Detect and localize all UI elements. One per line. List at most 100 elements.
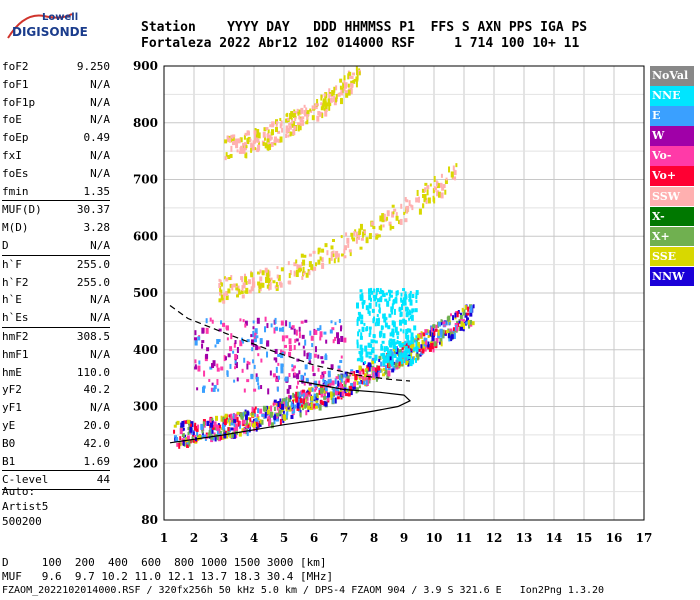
echo-point — [333, 101, 337, 106]
echo-point — [309, 108, 312, 112]
echo-point — [251, 277, 255, 284]
echo-point — [331, 90, 334, 97]
echo-point — [368, 288, 372, 294]
x-tick-label: 14 — [546, 531, 563, 545]
echo-point — [343, 77, 346, 84]
echo-point — [313, 353, 317, 358]
echo-point — [284, 377, 288, 381]
echo-point — [321, 103, 325, 109]
echo-point — [311, 105, 315, 110]
echo-point — [330, 380, 334, 385]
echo-point — [410, 332, 414, 339]
echo-point — [205, 327, 209, 334]
echo-point — [243, 357, 246, 363]
y-tick-label-bottom: 80 — [141, 513, 158, 527]
echo-point — [409, 361, 413, 367]
echo-point — [224, 276, 227, 280]
echo-point — [364, 368, 368, 373]
echo-point — [236, 417, 239, 423]
echo-point — [201, 343, 204, 349]
y-tick-label: 800 — [133, 116, 158, 130]
param-divider — [2, 254, 110, 256]
echo-point — [304, 319, 308, 323]
echo-point — [461, 307, 464, 312]
echo-point — [414, 308, 418, 313]
echo-point — [312, 250, 316, 254]
echo-point — [197, 365, 201, 372]
echo-point — [250, 339, 254, 346]
echo-point — [255, 345, 259, 351]
echo-point — [189, 426, 193, 433]
echo-point — [323, 331, 327, 335]
echo-point — [378, 303, 381, 308]
echo-point — [275, 413, 279, 417]
echo-point — [377, 372, 380, 379]
echo-point — [358, 329, 361, 333]
echo-point — [349, 88, 353, 95]
echo-point — [273, 399, 277, 403]
echo-point — [360, 347, 364, 352]
param-value: N/A — [90, 148, 110, 162]
echo-point — [418, 208, 422, 215]
echo-point — [398, 358, 402, 362]
echo-point — [256, 415, 260, 420]
echo-point — [194, 366, 198, 370]
echo-point — [224, 413, 228, 418]
echo-point — [274, 326, 278, 331]
echo-point — [388, 344, 392, 348]
echo-point — [364, 383, 367, 387]
echo-point — [467, 319, 470, 325]
echo-point — [408, 349, 411, 355]
echo-point — [217, 339, 221, 343]
echo-point — [396, 335, 399, 339]
echo-point — [403, 342, 406, 346]
echo-point — [223, 419, 227, 426]
echo-point — [403, 211, 406, 215]
param-row: B1 1.69 — [2, 453, 110, 471]
echo-point — [316, 327, 320, 331]
echo-point — [337, 365, 341, 369]
echo-point — [349, 390, 353, 396]
echo-point — [314, 103, 318, 107]
echo-point — [431, 335, 435, 341]
echo-point — [385, 358, 389, 363]
x-tick-label: 16 — [606, 531, 623, 545]
echo-point — [392, 348, 395, 352]
echo-point — [416, 353, 420, 360]
echo-point — [290, 111, 294, 118]
echo-point — [210, 387, 214, 392]
echo-point — [257, 353, 260, 357]
echo-point — [403, 353, 407, 357]
echo-point — [244, 414, 248, 421]
echo-point — [235, 142, 239, 149]
echo-point — [398, 354, 402, 360]
echo-point — [389, 338, 393, 342]
echo-point — [282, 351, 286, 355]
echo-point — [303, 381, 306, 386]
echo-point — [426, 189, 429, 196]
echo-point — [380, 325, 383, 331]
echo-point — [176, 420, 180, 425]
echo-point — [234, 415, 237, 420]
echo-point — [344, 90, 348, 94]
param-label: h`Es — [2, 311, 29, 325]
echo-point — [245, 145, 248, 149]
echo-point — [332, 339, 335, 344]
echo-point — [302, 259, 306, 266]
param-label: MUF(D) — [2, 203, 42, 217]
x-tick-label: 11 — [456, 531, 473, 545]
echo-point — [338, 391, 341, 395]
echo-point — [433, 175, 436, 182]
echo-point — [226, 135, 229, 142]
echo-point — [334, 397, 337, 404]
echo-point — [347, 391, 351, 397]
echo-point — [275, 123, 278, 127]
echo-point — [424, 182, 428, 186]
echo-point — [352, 386, 355, 390]
echo-point — [246, 339, 250, 343]
echo-point — [322, 98, 325, 104]
param-value: N/A — [90, 166, 110, 180]
echo-point — [252, 281, 256, 288]
echo-point — [423, 343, 427, 347]
echo-point — [329, 391, 333, 398]
